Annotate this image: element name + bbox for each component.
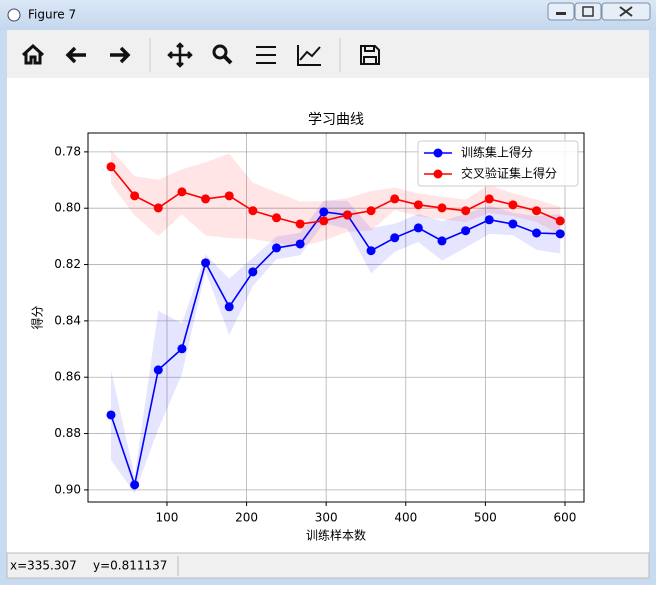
marker	[508, 200, 518, 210]
legend-marker	[433, 148, 443, 158]
marker	[106, 410, 116, 420]
edit-button[interactable]	[297, 45, 321, 66]
marker	[295, 219, 305, 229]
marker	[177, 344, 187, 354]
marker	[224, 302, 234, 312]
toolbar	[7, 30, 649, 78]
marker	[555, 229, 565, 239]
marker	[390, 233, 400, 243]
marker	[248, 267, 258, 277]
marker	[153, 365, 163, 375]
marker	[271, 213, 281, 223]
marker	[201, 258, 211, 268]
legend-box	[417, 140, 579, 187]
status-y: y=0.811137	[93, 559, 167, 573]
std-band	[111, 200, 561, 494]
window-controls	[547, 2, 651, 21]
marker	[271, 243, 281, 253]
toolbar-icons	[21, 38, 380, 72]
marker	[177, 187, 187, 197]
marker	[248, 206, 258, 216]
y-axis-label: 得分	[30, 305, 45, 329]
marker	[130, 480, 140, 490]
y-tick-label: 0.80	[54, 201, 81, 215]
x-tick-label: 300	[315, 511, 338, 525]
minimize-button[interactable]	[547, 2, 575, 21]
marker	[153, 203, 163, 213]
x-axis-label: 训练样本数	[306, 528, 366, 543]
marker	[224, 191, 234, 201]
close-icon	[619, 6, 633, 17]
legend-label: 交叉验证集上得分	[461, 166, 557, 181]
x-tick-label: 600	[554, 511, 577, 525]
marker	[366, 206, 376, 216]
status-x: x=335.307	[10, 559, 77, 573]
title-bar	[0, 0, 656, 30]
marker	[201, 194, 211, 204]
app-icon	[7, 8, 21, 22]
pan-button[interactable]	[167, 42, 193, 68]
marker	[532, 228, 542, 238]
marker	[130, 191, 140, 201]
marker	[555, 216, 565, 226]
minimize-icon	[556, 12, 566, 15]
status-bar	[6, 552, 650, 579]
marker	[319, 216, 329, 226]
marker	[390, 194, 400, 204]
marker	[437, 236, 447, 246]
marker	[413, 223, 423, 233]
zoom-button[interactable]	[212, 44, 228, 60]
maximize-button[interactable]	[574, 2, 602, 21]
marker	[295, 239, 305, 249]
back-button[interactable]	[65, 46, 86, 64]
marker	[366, 246, 376, 256]
y-tick-label: 0.84	[54, 313, 81, 327]
marker	[532, 206, 542, 216]
marker	[413, 200, 423, 210]
x-tick-label: 500	[474, 511, 497, 525]
marker	[484, 215, 494, 225]
chart: 100 200 300 400 500 600 0.78 0.80 0.82 0.84 0.86 0.…	[30, 112, 585, 543]
legend-label: 训练集上得分	[461, 145, 533, 160]
marker	[484, 194, 494, 204]
x-tick-label: 200	[235, 511, 258, 525]
forward-button[interactable]	[110, 46, 131, 64]
marker	[106, 162, 116, 172]
marker	[461, 226, 471, 236]
chart-title: 学习曲线	[308, 112, 364, 128]
plot-frame	[87, 132, 585, 503]
y-tick-label: 0.88	[54, 426, 81, 440]
std-band	[111, 149, 561, 247]
save-button[interactable]	[360, 45, 380, 65]
marker	[437, 203, 447, 213]
zoom-handle	[222, 54, 233, 65]
configure-button[interactable]	[256, 46, 276, 64]
home-button[interactable]	[21, 43, 45, 65]
y-tick-label: 0.86	[54, 370, 81, 384]
marker	[342, 210, 352, 220]
maximize-icon	[582, 6, 594, 17]
marker	[508, 219, 518, 229]
legend-marker	[433, 169, 443, 179]
marker	[461, 206, 471, 216]
y-tick-label: 0.78	[54, 144, 81, 158]
marker	[319, 207, 329, 217]
x-tick-label: 400	[394, 511, 417, 525]
x-tick-label: 100	[156, 511, 179, 525]
y-tick-label: 0.90	[54, 482, 81, 496]
y-tick-label: 0.82	[54, 257, 81, 271]
window-title: Figure 7	[28, 8, 76, 22]
